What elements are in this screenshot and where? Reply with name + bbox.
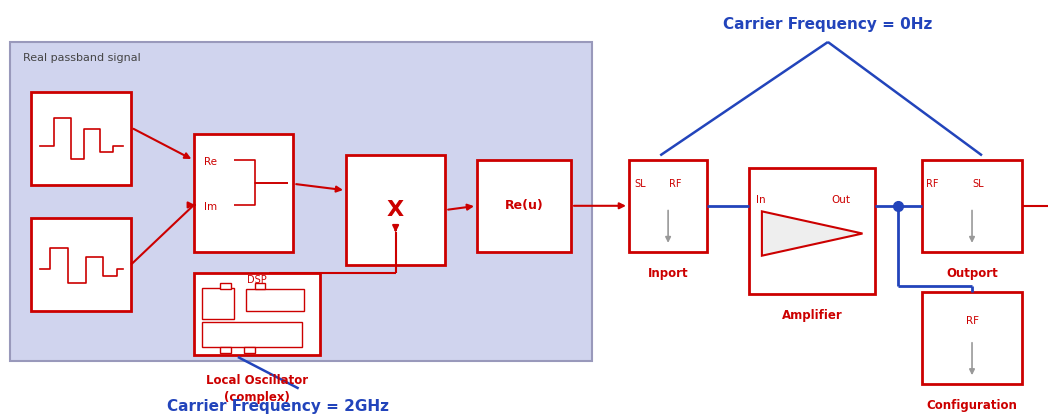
Text: Inport: Inport <box>648 267 689 280</box>
FancyBboxPatch shape <box>194 273 320 355</box>
FancyBboxPatch shape <box>246 289 304 311</box>
FancyBboxPatch shape <box>346 155 445 265</box>
Text: Local Oscillator: Local Oscillator <box>205 374 308 387</box>
Text: Outport: Outport <box>946 267 998 280</box>
FancyBboxPatch shape <box>10 42 592 361</box>
FancyBboxPatch shape <box>477 160 571 252</box>
FancyBboxPatch shape <box>220 283 231 289</box>
Text: Carrier Frequency = 2GHz: Carrier Frequency = 2GHz <box>167 399 389 414</box>
FancyBboxPatch shape <box>629 160 707 252</box>
Text: Re(u): Re(u) <box>505 200 543 212</box>
FancyBboxPatch shape <box>31 92 131 185</box>
Text: SL: SL <box>634 179 646 189</box>
FancyBboxPatch shape <box>220 347 231 353</box>
FancyBboxPatch shape <box>202 322 302 347</box>
Text: Amplifier: Amplifier <box>782 309 843 322</box>
Text: RF: RF <box>965 316 979 326</box>
Text: SL: SL <box>973 179 984 189</box>
Text: Out: Out <box>831 195 850 205</box>
FancyBboxPatch shape <box>202 288 234 319</box>
Text: Real passband signal: Real passband signal <box>23 52 140 63</box>
FancyBboxPatch shape <box>244 347 255 353</box>
Text: RF: RF <box>669 179 681 189</box>
Text: Carrier Frequency = 0Hz: Carrier Frequency = 0Hz <box>723 17 933 32</box>
Text: DSP: DSP <box>247 275 266 285</box>
Text: X: X <box>387 200 405 220</box>
FancyBboxPatch shape <box>255 283 265 289</box>
FancyBboxPatch shape <box>922 160 1022 252</box>
Polygon shape <box>762 211 863 256</box>
Text: Im: Im <box>204 202 218 212</box>
Text: (complex): (complex) <box>224 391 289 404</box>
Text: RF: RF <box>926 179 939 189</box>
Text: In: In <box>756 195 765 205</box>
FancyBboxPatch shape <box>31 218 131 311</box>
Text: Configuration: Configuration <box>926 399 1018 412</box>
FancyBboxPatch shape <box>922 292 1022 384</box>
FancyBboxPatch shape <box>194 134 293 252</box>
Text: Re: Re <box>204 157 217 167</box>
FancyBboxPatch shape <box>749 168 875 294</box>
